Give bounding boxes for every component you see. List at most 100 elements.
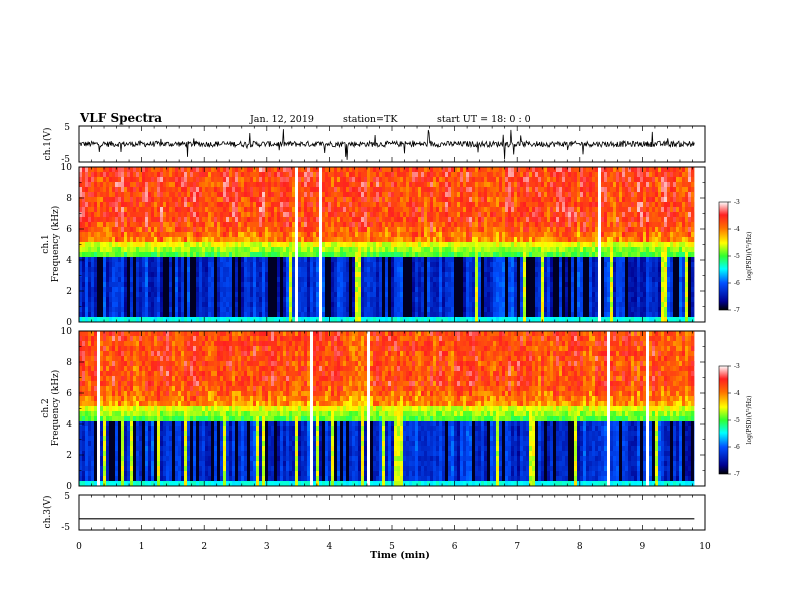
- spectrogram-cell: [382, 187, 385, 192]
- spectrogram-cell: [238, 192, 241, 197]
- spectrogram-cell: [214, 317, 217, 322]
- spectrogram-cell: [403, 252, 406, 257]
- spectrogram-cell: [538, 232, 541, 237]
- spectrogram-cell: [346, 277, 349, 282]
- spectrogram-cell: [307, 307, 310, 312]
- spectrogram-cell: [505, 272, 508, 277]
- spectrogram-cell: [502, 172, 505, 177]
- spectrogram-cell: [385, 277, 388, 282]
- spectrogram-cell: [493, 187, 496, 192]
- spectrogram-cell: [367, 252, 370, 257]
- spectrogram-cell: [427, 312, 430, 317]
- spectrogram-cell: [451, 317, 454, 322]
- spectrogram-cell: [391, 307, 394, 312]
- spectrogram-cell: [547, 307, 550, 312]
- spectrogram-cell: [103, 292, 106, 297]
- spectrogram-cell: [388, 167, 391, 172]
- spectrogram-cell: [514, 312, 517, 317]
- spectrogram-cell: [406, 272, 409, 277]
- spectrogram-cell: [508, 262, 511, 267]
- spectrogram-cell: [109, 317, 112, 322]
- spectrogram-cell: [244, 292, 247, 297]
- spectrogram-cell: [430, 282, 433, 287]
- spectrogram-cell: [340, 197, 343, 202]
- spectrogram-cell: [127, 287, 130, 292]
- spectrogram-cell: [130, 277, 133, 282]
- spectrogram-cell: [145, 197, 148, 202]
- spectrogram-cell: [469, 197, 472, 202]
- spectrogram-cell: [169, 187, 172, 192]
- spectrogram-cell: [511, 182, 514, 187]
- spectrogram-cell: [445, 202, 448, 207]
- spectrogram-cell: [454, 277, 457, 282]
- spectrogram-cell: [262, 307, 265, 312]
- spectrogram-cell: [130, 312, 133, 317]
- spectrogram-cell: [142, 232, 145, 237]
- spectrogram-cell: [484, 252, 487, 257]
- spectrogram-cell: [454, 192, 457, 197]
- spectrogram-cell: [91, 202, 94, 207]
- spectrogram-cell: [187, 312, 190, 317]
- spectrogram-cell: [130, 237, 133, 242]
- spectrogram-cell: [529, 187, 532, 192]
- spectrogram-cell: [268, 187, 271, 192]
- spectrogram-cell: [226, 177, 229, 182]
- spectrogram-cell: [271, 212, 274, 217]
- spectrogram-cell: [385, 212, 388, 217]
- spectrogram-cell: [364, 222, 367, 227]
- spectrogram-cell: [487, 247, 490, 252]
- spectrogram-cell: [349, 182, 352, 187]
- spectrogram-cell: [316, 207, 319, 212]
- spectrogram-cell: [376, 207, 379, 212]
- spectrogram-cell: [550, 237, 553, 242]
- spectrogram-cell: [253, 227, 256, 232]
- spectrogram-cell: [190, 197, 193, 202]
- spectrogram-cell: [253, 252, 256, 257]
- spectrogram-cell: [343, 217, 346, 222]
- spectrogram-cell: [445, 297, 448, 302]
- spectrogram-cell: [487, 302, 490, 307]
- spectrogram-cell: [436, 222, 439, 227]
- spectrogram-cell: [304, 292, 307, 297]
- spectrogram-cell: [436, 277, 439, 282]
- spectrogram-cell: [484, 257, 487, 262]
- spectrogram-cell: [469, 262, 472, 267]
- spectrogram-cell: [403, 217, 406, 222]
- spectrogram-cell: [145, 242, 148, 247]
- spectrogram-cell: [283, 217, 286, 222]
- spectrogram-cell: [322, 217, 325, 222]
- spectrogram-cell: [457, 317, 460, 322]
- spectrogram-cell: [181, 217, 184, 222]
- spectrogram-cell: [376, 187, 379, 192]
- spectrogram-cell: [109, 202, 112, 207]
- spectrogram-cell: [460, 302, 463, 307]
- spectrogram-cell: [352, 257, 355, 262]
- spectrogram-cell: [535, 262, 538, 267]
- spectrogram-cell: [142, 227, 145, 232]
- spectrogram-cell: [214, 272, 217, 277]
- spectrogram-cell: [121, 202, 124, 207]
- spectrogram-cell: [439, 302, 442, 307]
- spectrogram-cell: [244, 257, 247, 262]
- spectrogram-cell: [307, 232, 310, 237]
- spectrogram-cell: [376, 312, 379, 317]
- spectrogram-cell: [445, 187, 448, 192]
- spectrogram-cell: [295, 202, 298, 207]
- spectrogram-cell: [376, 227, 379, 232]
- spectrogram-cell: [379, 187, 382, 192]
- spectrogram-cell: [403, 177, 406, 182]
- spectrogram-cell: [490, 282, 493, 287]
- spectrogram-cell: [289, 247, 292, 252]
- spectrogram-cell: [211, 187, 214, 192]
- spectrogram-cell: [421, 192, 424, 197]
- spectrogram-cell: [187, 247, 190, 252]
- spectrogram-cell: [223, 307, 226, 312]
- spectrogram-cell: [385, 257, 388, 262]
- spectrogram-cell: [139, 282, 142, 287]
- spectrogram-cell: [415, 242, 418, 247]
- spectrogram-cell: [100, 222, 103, 227]
- spectrogram-cell: [484, 187, 487, 192]
- spectrogram-cell: [241, 312, 244, 317]
- spectrogram-cell: [532, 202, 535, 207]
- spectrogram-cell: [388, 207, 391, 212]
